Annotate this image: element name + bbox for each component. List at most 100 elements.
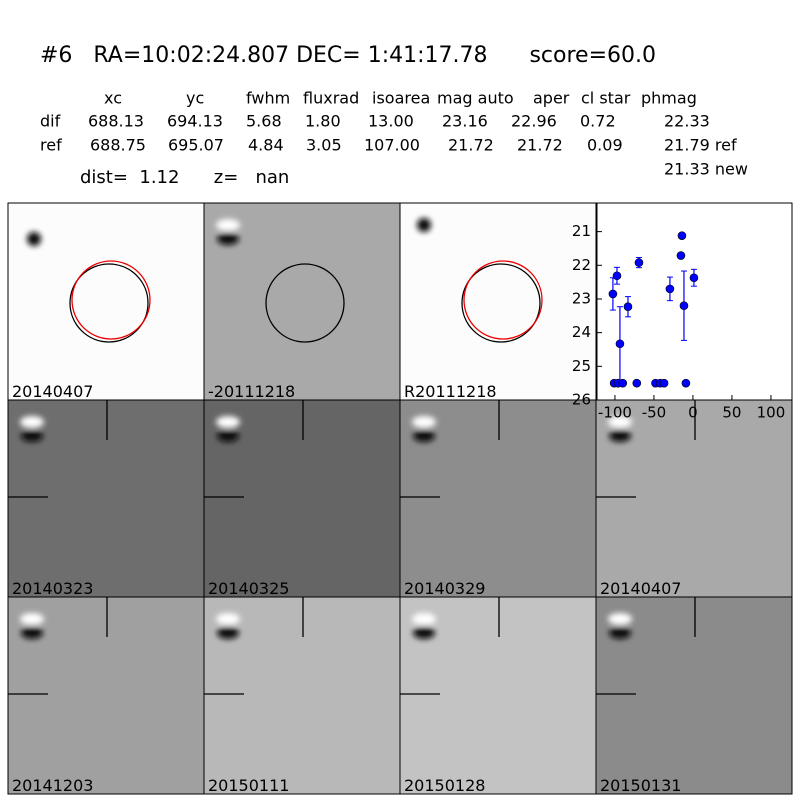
panel-label: 20150128: [404, 776, 485, 795]
blob: [216, 613, 240, 625]
column-header: yc: [186, 89, 204, 108]
y-tick-label: 24: [572, 323, 591, 341]
image-panel: [7, 596, 205, 795]
x-tick-label: 0: [688, 404, 698, 422]
column-header: fluxrad: [303, 89, 359, 108]
blob: [412, 416, 436, 428]
data-point: [676, 251, 686, 260]
data-point: [608, 289, 618, 299]
x-tick-label: 50: [722, 404, 741, 422]
column-header: isoarea: [372, 89, 430, 108]
panel-label: 20140407: [600, 579, 681, 598]
blob: [20, 613, 44, 625]
panel-label: 20150131: [600, 776, 681, 795]
blob: [217, 627, 239, 639]
panel-label: 20140329: [404, 579, 485, 598]
blob: [20, 416, 44, 428]
image-panel: [7, 399, 205, 598]
blob: [216, 219, 240, 231]
blob: [412, 613, 436, 625]
image-panel: [7, 202, 205, 401]
table-cell: 0.09: [587, 136, 623, 155]
data-point: [659, 378, 669, 388]
data-point: [623, 302, 633, 312]
blob: [608, 613, 632, 625]
data-point: [681, 378, 691, 388]
blob: [608, 416, 632, 428]
title: #6 RA=10:02:24.807 DEC= 1:41:17.78 score…: [40, 43, 656, 68]
table-cell: 21.72: [517, 136, 563, 155]
blob: [21, 430, 43, 442]
table-cell: 3.05: [306, 136, 342, 155]
data-point: [679, 301, 689, 311]
chart-area: [596, 202, 793, 401]
image-panel: [595, 596, 793, 795]
plot: [608, 231, 699, 388]
table-cell: 21.79 ref: [664, 136, 737, 155]
source-blobs: [20, 613, 44, 639]
image-panel: [595, 399, 793, 598]
source-blobs: [608, 416, 632, 442]
aperture: [69, 263, 149, 343]
x-tick-label: 100: [757, 404, 786, 422]
data-point: [665, 284, 675, 294]
blob: [21, 627, 43, 639]
blob: [413, 627, 435, 639]
aperture: [461, 263, 541, 343]
source-blobs: [216, 219, 240, 245]
source-blobs: [412, 613, 436, 639]
y-tick-label: 26: [572, 391, 591, 409]
panel-label: 20140323: [12, 579, 93, 598]
image-panel: [399, 202, 597, 401]
column-header: xc: [104, 89, 122, 108]
y-tick-label: 25: [572, 357, 591, 375]
image-panel: [203, 399, 401, 598]
blob: [609, 627, 631, 639]
table-cell: 688.75: [90, 136, 146, 155]
table-cell: 694.13: [167, 112, 223, 131]
source-blobs: [216, 613, 240, 639]
y-tick-label: 21: [572, 222, 591, 240]
data-point: [634, 258, 644, 267]
table-cell: 21.33 new: [664, 160, 748, 179]
y-tick-label: 23: [572, 289, 591, 307]
table-cell: 22.33: [664, 112, 710, 131]
table-cell: 5.68: [246, 112, 282, 131]
data-point: [632, 378, 642, 388]
source-blobs: [20, 416, 44, 442]
table-cell: 22.96: [511, 112, 557, 131]
column-header: fwhm: [246, 89, 290, 108]
column-header: mag auto: [437, 89, 514, 108]
blob: [217, 233, 239, 245]
image-panel: [399, 399, 597, 598]
panel-label: 20140407: [12, 382, 93, 401]
table-cell: 13.00: [368, 112, 414, 131]
blob: [216, 416, 240, 428]
table-cell: 0.72: [580, 112, 616, 131]
column-header: phmag: [641, 89, 697, 108]
dist-line: dist= 1.12 z= nan: [80, 167, 289, 188]
table-cell: 4.84: [248, 136, 284, 155]
table-cell: 688.13: [88, 112, 144, 131]
blob: [27, 232, 41, 246]
table-cell: 23.16: [442, 112, 488, 131]
table-cell: 107.00: [364, 136, 420, 155]
source-blobs: [412, 416, 436, 442]
aperture: [265, 263, 345, 343]
data-point: [615, 339, 625, 349]
data-point: [618, 378, 628, 388]
table-cell: 1.80: [305, 112, 341, 131]
image-panel: [203, 596, 401, 795]
data-point: [689, 273, 699, 283]
table-cell: 695.07: [168, 136, 224, 155]
panel-label: R20111218: [404, 382, 497, 401]
x-tick-label: -50: [642, 404, 667, 422]
source-blobs: [216, 416, 240, 442]
table-cell: dif: [40, 112, 61, 131]
x-tick-label: -100: [598, 404, 632, 422]
column-header: aper: [533, 89, 570, 108]
aperture-ref: [463, 260, 543, 340]
panel-label: 20150111: [208, 776, 289, 795]
y-tick-label: 22: [572, 256, 591, 274]
blob: [217, 430, 239, 442]
